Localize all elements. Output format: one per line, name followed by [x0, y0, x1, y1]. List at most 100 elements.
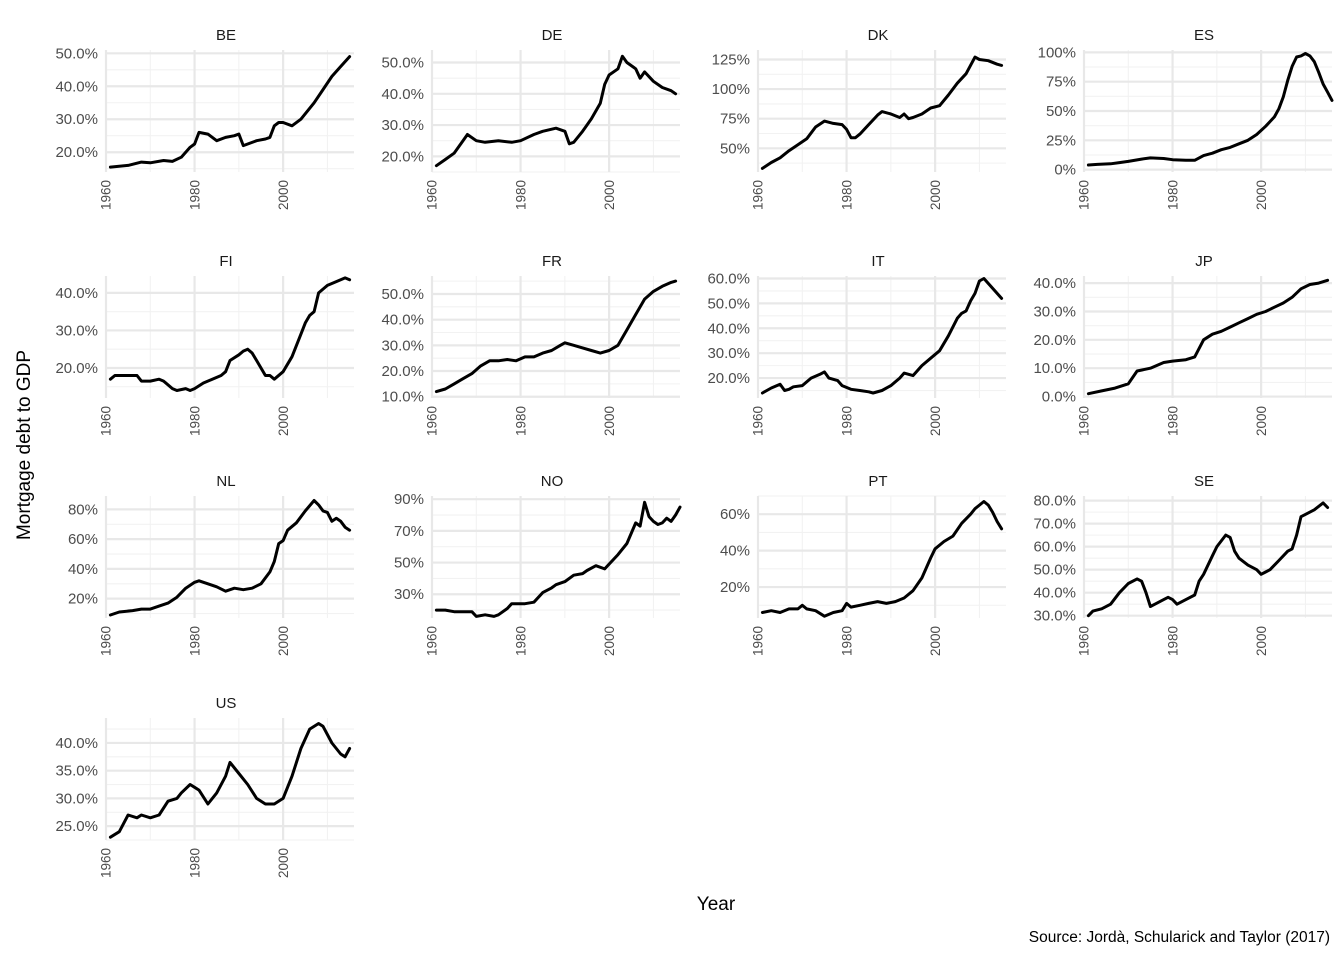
y-tick-label: 50%	[720, 140, 750, 157]
x-tick-label: 1980	[1165, 180, 1180, 210]
y-tick-label: 20.0%	[381, 148, 424, 165]
y-tick-label: 35.0%	[55, 763, 98, 780]
series-line-be	[108, 55, 352, 169]
x-tick-label: 2000	[276, 626, 291, 656]
x-tick-label: 2000	[1254, 626, 1269, 656]
y-tick-label: 20%	[720, 579, 750, 596]
y-tick-label: 50.0%	[381, 55, 424, 72]
panel-title: NO	[541, 473, 564, 490]
x-axis-title: Year	[697, 894, 736, 915]
y-tick-label: 75%	[1046, 74, 1076, 91]
series-line-no	[434, 500, 682, 618]
x-tick-label: 1960	[751, 626, 766, 656]
y-tick-label: 50.0%	[381, 286, 424, 303]
series-line-jp	[1086, 278, 1330, 396]
y-tick-label: 80.0%	[1033, 493, 1076, 510]
x-tick-label: 2000	[1254, 406, 1269, 436]
panel-se: SE 30.0% 40.0% 50.0% 60.0% 70.0% 80.0% 1960 1980…	[1033, 473, 1332, 656]
y-tick-label: 20.0%	[55, 360, 98, 377]
y-tick-label: 100%	[1038, 44, 1076, 61]
series-line-dk	[760, 55, 1004, 170]
y-tick-label: 30%	[394, 586, 424, 603]
x-tick-label: 2000	[276, 848, 291, 878]
x-tick-label: 2000	[928, 180, 943, 210]
panel-title: JP	[1195, 253, 1213, 270]
y-tick-label: 50.0%	[55, 45, 98, 62]
y-tick-label: 30.0%	[381, 117, 424, 134]
panel-jp: JP 0.0% 10.0% 20.0% 30.0% 40.0% 1960 1980 2000	[1033, 253, 1332, 436]
y-axis-title: Mortgage debt to GDP	[14, 350, 35, 540]
x-tick-label: 1980	[513, 626, 528, 656]
y-tick-label: 40.0%	[381, 86, 424, 103]
x-tick-label: 2000	[276, 406, 291, 436]
y-tick-label: 60.0%	[707, 270, 750, 287]
series-line-fi	[108, 276, 352, 392]
series-line-nl	[108, 499, 352, 617]
x-tick-label: 1960	[751, 180, 766, 210]
y-tick-label: 20.0%	[55, 144, 98, 161]
facet-panels: BE 20.0% 30.0% 40.0% 50.0% 1960 1980 2000 DE 20.0…	[55, 27, 1334, 878]
y-tick-label: 50%	[1046, 103, 1076, 120]
y-tick-label: 30.0%	[55, 790, 98, 807]
panel-fi: FI 20.0% 30.0% 40.0% 1960 1980 2000	[55, 253, 354, 436]
y-tick-label: 40%	[720, 543, 750, 560]
series-line-us	[108, 722, 352, 839]
y-tick-label: 80%	[68, 501, 98, 518]
y-tick-label: 40.0%	[381, 312, 424, 329]
x-tick-label: 2000	[602, 406, 617, 436]
y-tick-label: 25%	[1046, 132, 1076, 149]
series-line-es	[1086, 52, 1334, 167]
y-tick-label: 30.0%	[707, 345, 750, 362]
y-tick-label: 30.0%	[1033, 608, 1076, 625]
y-tick-label: 40.0%	[55, 735, 98, 752]
y-tick-label: 0%	[1054, 162, 1076, 179]
y-tick-label: 20.0%	[381, 363, 424, 380]
x-tick-label: 1960	[1077, 406, 1092, 436]
x-tick-label: 1980	[839, 406, 854, 436]
panel-no: NO 30% 50% 70% 90% 1960 1980 2000	[394, 473, 682, 656]
x-tick-label: 1980	[513, 180, 528, 210]
y-tick-label: 40%	[68, 561, 98, 578]
y-tick-label: 20%	[68, 591, 98, 608]
y-tick-label: 75%	[720, 111, 750, 128]
x-tick-label: 1980	[839, 626, 854, 656]
panel-us: US 25.0% 30.0% 35.0% 40.0% 1960 1980 2000	[55, 695, 354, 878]
x-tick-label: 1980	[1165, 406, 1180, 436]
x-tick-label: 2000	[1254, 180, 1269, 210]
y-tick-label: 40.0%	[1033, 275, 1076, 292]
x-tick-label: 2000	[602, 626, 617, 656]
y-tick-label: 60%	[720, 506, 750, 523]
x-tick-label: 1960	[99, 848, 114, 878]
x-tick-label: 1980	[187, 848, 202, 878]
series-line-fr	[434, 279, 678, 394]
y-tick-label: 125%	[712, 51, 750, 68]
panel-title: DE	[542, 27, 563, 44]
y-tick-label: 20.0%	[1033, 332, 1076, 349]
x-tick-label: 1960	[99, 626, 114, 656]
y-tick-label: 30.0%	[1033, 303, 1076, 320]
x-tick-label: 2000	[928, 626, 943, 656]
x-tick-label: 1980	[187, 626, 202, 656]
series-line-it	[760, 277, 1004, 395]
panel-title: PT	[868, 473, 887, 490]
panel-title: FR	[542, 253, 562, 270]
x-tick-label: 1960	[751, 406, 766, 436]
panel-dk: DK 50% 75% 100% 125% 1960 1980 2000	[712, 27, 1006, 210]
x-tick-label: 1960	[425, 180, 440, 210]
y-tick-label: 50%	[394, 555, 424, 572]
source-caption: Source: Jordà, Schularick and Taylor (20…	[1029, 929, 1330, 946]
panel-title: IT	[871, 253, 884, 270]
y-tick-label: 10.0%	[1033, 360, 1076, 377]
y-tick-label: 0.0%	[1042, 389, 1076, 406]
panel-title: ES	[1194, 27, 1214, 44]
x-tick-label: 1980	[1165, 626, 1180, 656]
panel-pt: PT 20% 40% 60% 1960 1980 2000	[720, 473, 1006, 656]
y-tick-label: 90%	[394, 491, 424, 508]
y-tick-label: 40.0%	[55, 78, 98, 95]
x-tick-label: 1980	[187, 180, 202, 210]
x-tick-label: 1960	[99, 180, 114, 210]
x-tick-label: 1960	[425, 406, 440, 436]
y-tick-label: 40.0%	[707, 320, 750, 337]
series-line-de	[434, 54, 678, 168]
panel-title: DK	[868, 27, 889, 44]
